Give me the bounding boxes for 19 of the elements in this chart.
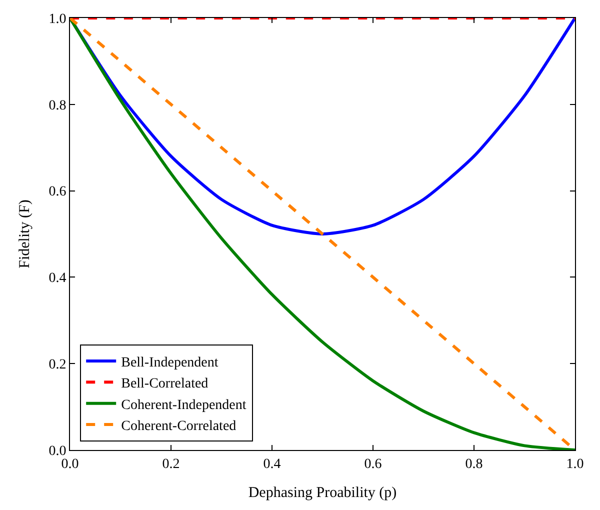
x-tick-label: 0.2 [162, 456, 180, 472]
y-axis-title: Fidelity (F) [16, 200, 33, 268]
x-axis-title: Dephasing Proability (p) [248, 484, 397, 501]
legend-label: Coherent-Correlated [121, 419, 236, 434]
x-tick-label: 0.4 [263, 456, 281, 472]
y-tick-label: 0.0 [48, 444, 66, 459]
line-series [70, 18, 575, 450]
y-tick-label: 0.4 [48, 271, 66, 286]
x-tick-label: 1.0 [566, 456, 584, 472]
legend-label: Bell-Correlated [121, 376, 208, 392]
y-tick-label: 0.8 [48, 98, 66, 114]
x-tick-label: 0.0 [61, 456, 79, 472]
y-tick-label: 0.2 [48, 358, 66, 372]
x-tick-label: 0.6 [364, 456, 382, 472]
legend-label: Bell-Independent [121, 355, 218, 370]
y-tick-label: 0.6 [48, 184, 66, 200]
x-tick-label: 0.8 [465, 456, 483, 472]
y-tick-label: 1.0 [48, 12, 66, 27]
legend-label: Coherent-Independent [121, 398, 246, 413]
